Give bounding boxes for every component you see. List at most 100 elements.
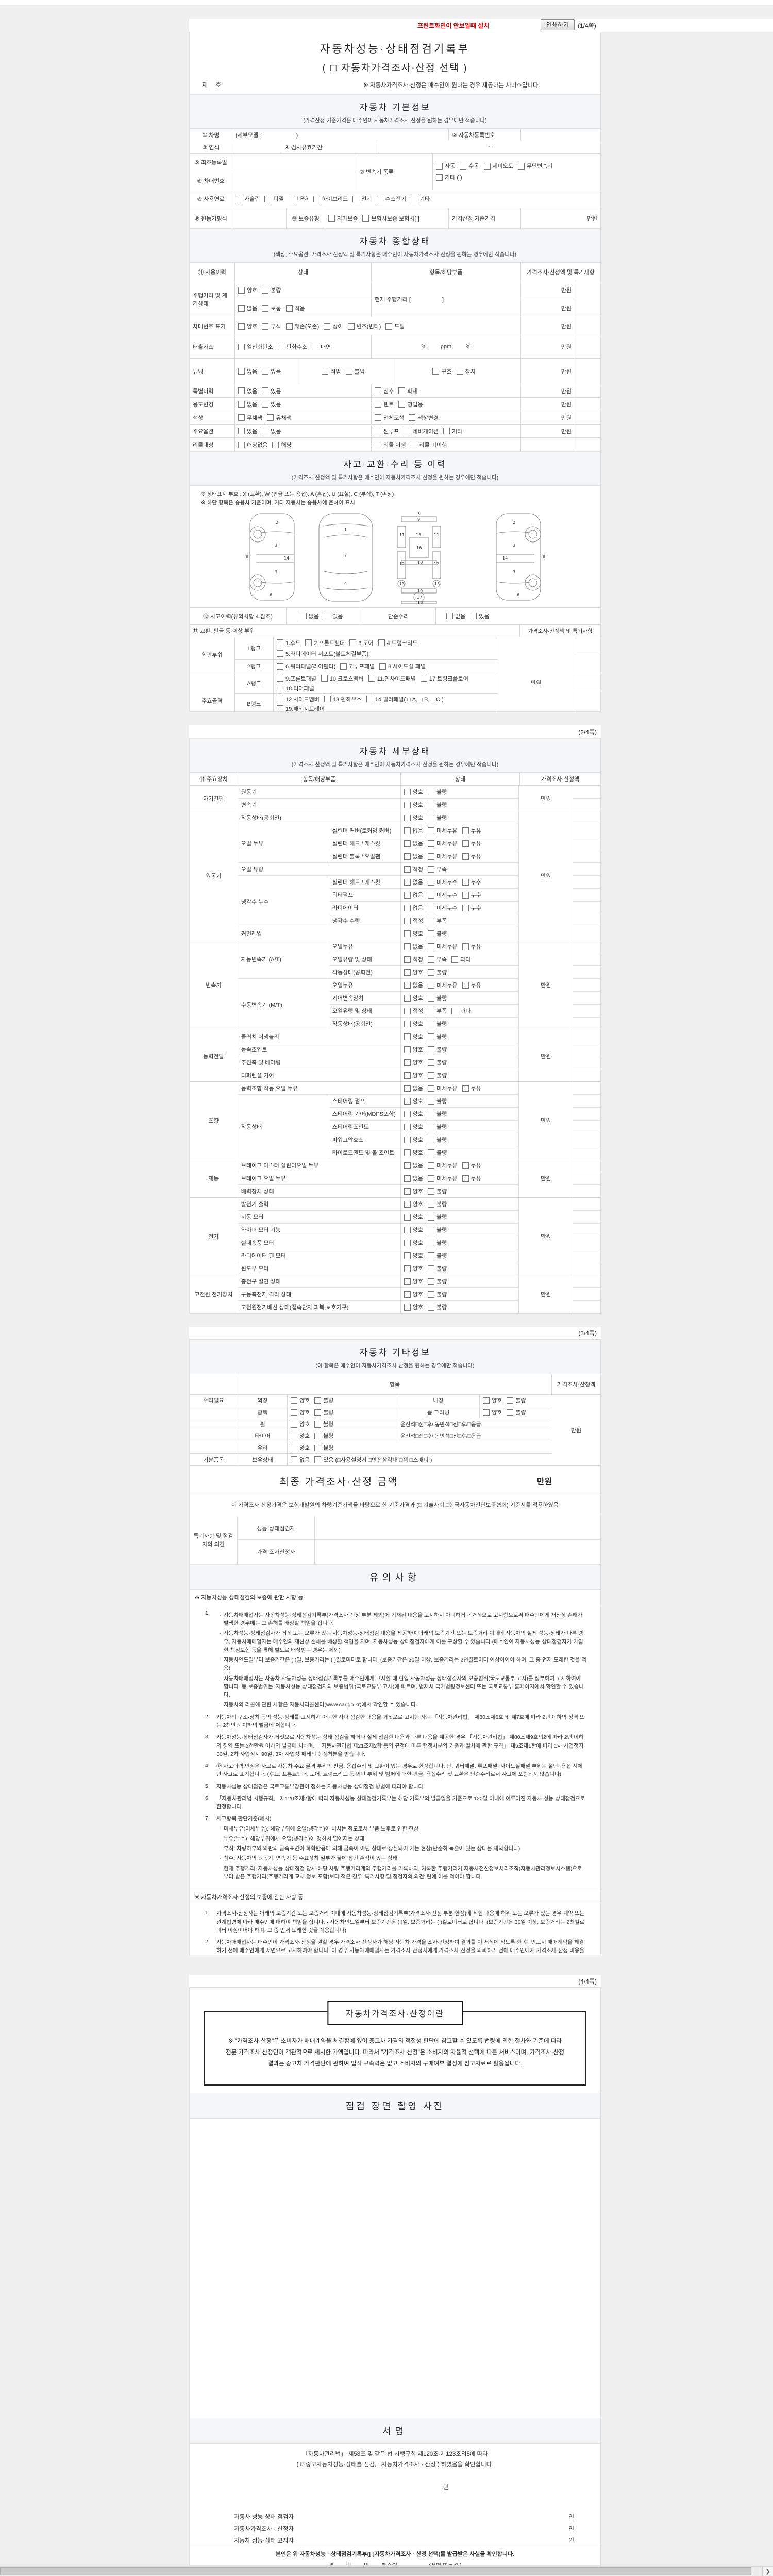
checkbox-option[interactable]: 1.후드 xyxy=(277,639,300,647)
checkbox-option[interactable]: 세미오토 xyxy=(483,162,513,170)
checkbox-option[interactable]: 불량 xyxy=(428,1110,447,1118)
checkbox-option[interactable]: 양호 xyxy=(404,1110,423,1118)
engine-type-value[interactable] xyxy=(232,208,287,228)
checkbox-option[interactable]: 누유 xyxy=(462,839,481,848)
checkbox-option[interactable]: 9.프론트패널 xyxy=(277,674,316,683)
checkbox-option[interactable]: 있음 xyxy=(470,612,490,620)
checkbox-option[interactable]: 양호 xyxy=(404,1136,423,1144)
checkbox-option[interactable]: 누유 xyxy=(462,826,481,835)
checkbox-option[interactable]: 미세누유 xyxy=(428,852,458,860)
checkbox-option[interactable]: 미세누유 xyxy=(428,1174,458,1182)
checkbox-option[interactable]: 부족 xyxy=(428,1007,447,1015)
car-name-value[interactable]: (세부모델 : ) xyxy=(232,129,449,141)
emission-values[interactable]: %, ppm, % xyxy=(372,335,521,358)
checkbox-option[interactable]: 13.휠하우스 xyxy=(324,695,362,703)
checkbox-option[interactable]: 불량 xyxy=(428,814,447,822)
checkbox-option[interactable]: 불량 xyxy=(428,1187,447,1195)
scroll-right-arrow-icon[interactable]: ❯ xyxy=(762,2567,773,2576)
checkbox-option[interactable]: 양호 xyxy=(404,1277,423,1285)
checkbox-option[interactable]: 훼손(오손) xyxy=(285,322,319,330)
checkbox-option[interactable]: 있음 xyxy=(262,400,281,409)
checkbox-option[interactable]: 미세누유 xyxy=(428,942,458,951)
checkbox-option[interactable]: 불량 xyxy=(428,1148,447,1157)
checkbox-option[interactable]: 양호 xyxy=(291,1420,310,1428)
checkbox-option[interactable]: 부족 xyxy=(428,955,447,963)
checkbox-option[interactable]: 상이 xyxy=(324,322,343,330)
checkbox-option[interactable]: 기타 ( ) xyxy=(436,173,462,181)
checkbox-option[interactable]: 부식 xyxy=(262,322,281,330)
checkbox-option[interactable]: 부족 xyxy=(428,917,447,925)
checkbox-option[interactable]: 양호 xyxy=(404,1058,423,1066)
checkbox-option[interactable]: 화재 xyxy=(398,387,418,395)
checkbox-option[interactable]: 기타 xyxy=(443,427,462,435)
checkbox-option[interactable]: 없음 xyxy=(404,942,423,951)
checkbox-option[interactable]: 수동 xyxy=(460,162,479,170)
checkbox-option[interactable]: 매연 xyxy=(312,343,331,351)
checkbox-option[interactable]: 양호 xyxy=(404,929,423,938)
checkbox-option[interactable]: 불량 xyxy=(428,1277,447,1285)
checkbox-option[interactable]: 침수 xyxy=(375,387,394,395)
checkbox-option[interactable]: 불량 xyxy=(428,1251,447,1260)
checkbox-option[interactable]: 영업용 xyxy=(398,400,423,409)
checkbox-option[interactable]: 양호 xyxy=(404,1032,423,1041)
checkbox-option[interactable]: 없음 xyxy=(404,839,423,848)
checkbox-option[interactable]: 양호 xyxy=(483,1396,502,1404)
checkbox-option[interactable]: 있음 (□사용설명서 □안전삼각대 □잭 □스패너 ) xyxy=(314,1455,432,1464)
appraiser-opinion-value[interactable] xyxy=(315,1540,600,1564)
reg-no-value[interactable] xyxy=(521,129,600,141)
checkbox-option[interactable]: 적정 xyxy=(404,1007,423,1015)
checkbox-option[interactable]: 누수 xyxy=(462,878,481,886)
checkbox-option[interactable]: 불량 xyxy=(428,929,447,938)
tire-position-options[interactable]: 운전석□전□후/ 동반석□전□후/□응급 xyxy=(400,1433,481,1439)
print-button[interactable]: 인쇄하기 xyxy=(541,19,575,30)
checkbox-option[interactable]: 디젤 xyxy=(264,195,284,203)
checkbox-option[interactable]: 양호 xyxy=(404,994,423,1002)
checkbox-option[interactable]: 5.라디에이터 서포트(볼트체결부품) xyxy=(277,650,368,658)
checkbox-option[interactable]: 미세누유 xyxy=(428,839,458,848)
checkbox-option[interactable]: 양호 xyxy=(404,1239,423,1247)
checkbox-option[interactable]: 무단변속기 xyxy=(517,162,553,170)
checkbox-option[interactable]: 불량 xyxy=(507,1396,526,1404)
checkbox-option[interactable]: 미세누수 xyxy=(428,904,458,912)
checkbox-option[interactable]: 양호 xyxy=(404,1226,423,1234)
checkbox-option[interactable]: 많음 xyxy=(238,304,257,312)
checkbox-option[interactable]: 양호 xyxy=(404,1187,423,1195)
checkbox-option[interactable]: 양호 xyxy=(404,1200,423,1208)
checkbox-option[interactable]: 누유 xyxy=(462,981,481,989)
checkbox-option[interactable]: 없음 xyxy=(404,852,423,860)
checkbox-option[interactable]: 양호 xyxy=(291,1408,310,1416)
checkbox-option[interactable]: 불량 xyxy=(428,1058,447,1066)
checkbox-option[interactable]: 불량 xyxy=(428,1226,447,1234)
checkbox-option[interactable]: 10.크로스멤버 xyxy=(321,674,364,683)
checkbox-option[interactable]: 3.도어 xyxy=(349,639,374,647)
checkbox-option[interactable]: 양호 xyxy=(404,1045,423,1054)
checkbox-option[interactable]: 적정 xyxy=(404,917,423,925)
checkbox-option[interactable]: 해당 xyxy=(272,440,292,449)
checkbox-option[interactable]: 양호 xyxy=(238,286,257,294)
checkbox-option[interactable]: 네비게이션 xyxy=(404,427,439,435)
checkbox-option[interactable]: 보통 xyxy=(262,304,281,312)
checkbox-option[interactable]: 불량 xyxy=(428,1136,447,1144)
checkbox-option[interactable]: 탄화수소 xyxy=(277,343,307,351)
checkbox-option[interactable]: 과다 xyxy=(451,1007,471,1015)
checkbox-option[interactable]: 가솔린 xyxy=(236,195,260,203)
checkbox-option[interactable]: 양호 xyxy=(404,1020,423,1028)
checkbox-option[interactable]: 자동 xyxy=(436,162,455,170)
checkbox-option[interactable]: 없음 xyxy=(262,427,281,435)
checkbox-option[interactable]: 없음 xyxy=(404,1084,423,1092)
checkbox-option[interactable]: 불량 xyxy=(428,994,447,1002)
horizontal-scrollbar[interactable]: ❯ xyxy=(0,2566,773,2576)
checkbox-option[interactable]: 불량 xyxy=(428,801,447,809)
checkbox-option[interactable]: 전체도색 xyxy=(375,414,404,422)
checkbox-option[interactable]: 불량 xyxy=(428,1020,447,1028)
checkbox-option[interactable]: 구조 xyxy=(432,367,452,376)
checkbox-option[interactable]: 양호 xyxy=(291,1396,310,1404)
checkbox-option[interactable]: 리콜 이행 xyxy=(375,440,406,449)
checkbox-option[interactable]: 없음 xyxy=(404,891,423,899)
checkbox-option[interactable]: 해당없음 xyxy=(238,440,267,449)
checkbox-option[interactable]: 불량 xyxy=(314,1420,334,1428)
checkbox-option[interactable]: 불량 xyxy=(428,1213,447,1221)
checkbox-option[interactable]: 없음 xyxy=(238,367,257,376)
checkbox-option[interactable]: 무채색 xyxy=(238,414,262,422)
checkbox-option[interactable]: 없음 xyxy=(446,612,465,620)
